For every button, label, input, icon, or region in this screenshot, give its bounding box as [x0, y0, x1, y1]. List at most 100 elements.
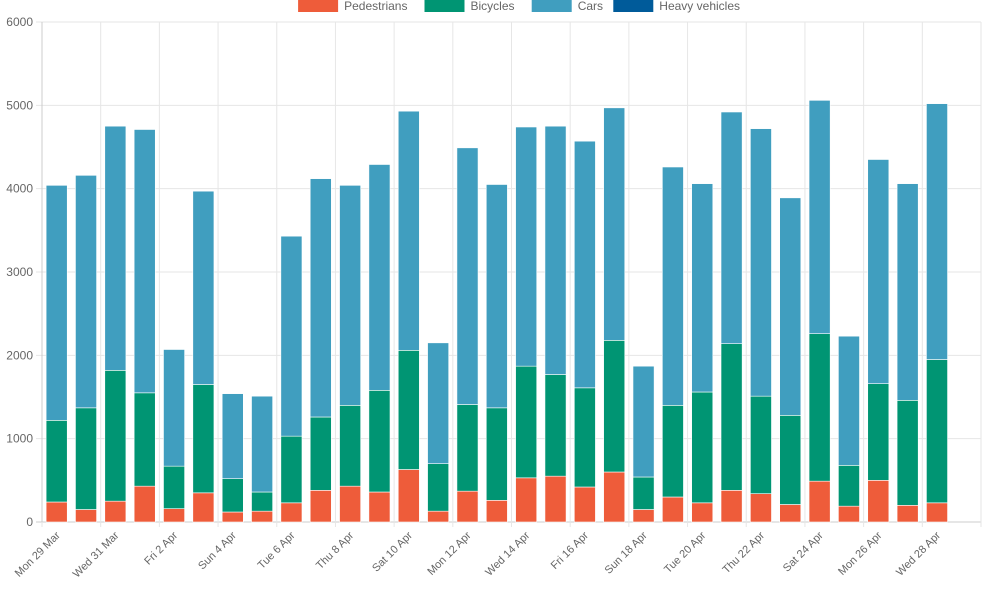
bar-cars-tue-20-apr[interactable] — [691, 183, 714, 393]
bar-bicycles-mon-12-apr[interactable] — [456, 404, 479, 492]
bar-cars-sat-17-apr[interactable] — [603, 107, 626, 341]
bar-pedestrians-sat-10-apr[interactable] — [397, 469, 420, 523]
bar-pedestrians-wed-14-apr[interactable] — [515, 477, 538, 523]
bar-bicycles-thu-8-apr[interactable] — [339, 405, 361, 487]
bar-cars-tue-13-apr[interactable] — [485, 184, 508, 409]
bar-pedestrians-tue-30-mar[interactable] — [75, 509, 97, 523]
bar-bicycles-tue-27-apr[interactable] — [896, 400, 919, 506]
bar-pedestrians-sun-11-apr[interactable] — [427, 510, 450, 523]
bar-cars-sun-18-apr[interactable] — [632, 365, 655, 478]
bar-pedestrians-tue-6-apr[interactable] — [280, 502, 303, 523]
bar-pedestrians-mon-26-apr[interactable] — [867, 480, 890, 523]
bar-pedestrians-wed-28-apr[interactable] — [926, 502, 948, 523]
bar-bicycles-thu-15-apr[interactable] — [544, 374, 567, 477]
bar-bicycles-sun-18-apr[interactable] — [632, 476, 655, 510]
bar-cars-sat-10-apr[interactable] — [397, 110, 420, 351]
bar-bicycles-tue-6-apr[interactable] — [280, 435, 303, 504]
bar-pedestrians-sun-25-apr[interactable] — [838, 505, 860, 523]
bar-pedestrians-sat-24-apr[interactable] — [808, 480, 831, 523]
bar-bicycles-tue-30-mar[interactable] — [75, 407, 97, 510]
bar-pedestrians-fri-23-apr[interactable] — [779, 504, 802, 523]
bar-cars-mon-29-mar[interactable] — [45, 185, 68, 421]
bar-pedestrians-tue-27-apr[interactable] — [896, 505, 919, 523]
bar-bicycles-wed-7-apr[interactable] — [309, 416, 332, 491]
bar-pedestrians-sun-4-apr[interactable] — [221, 511, 244, 523]
bar-bicycles-sun-25-apr[interactable] — [838, 465, 860, 507]
legend-item-pedestrians[interactable]: Pedestrians — [298, 0, 407, 13]
bar-pedestrians-mon-19-apr[interactable] — [662, 496, 684, 523]
bar-bicycles-sat-24-apr[interactable] — [808, 333, 831, 482]
bar-cars-fri-9-apr[interactable] — [368, 164, 391, 391]
bar-pedestrians-mon-12-apr[interactable] — [456, 490, 479, 523]
bar-pedestrians-tue-20-apr[interactable] — [691, 502, 714, 523]
bar-cars-sat-24-apr[interactable] — [808, 100, 831, 334]
bar-cars-sun-11-apr[interactable] — [427, 342, 450, 464]
bar-cars-thu-15-apr[interactable] — [544, 125, 567, 375]
bar-cars-fri-23-apr[interactable] — [779, 197, 802, 416]
bar-cars-mon-12-apr[interactable] — [456, 147, 479, 405]
legend-item-cars[interactable]: Cars — [531, 0, 603, 13]
bar-pedestrians-thu-8-apr[interactable] — [339, 485, 361, 523]
bar-pedestrians-tue-13-apr[interactable] — [485, 500, 508, 523]
bar-cars-thu-1-apr[interactable] — [133, 129, 156, 394]
bar-bicycles-wed-31-mar[interactable] — [104, 370, 127, 502]
bar-bicycles-wed-21-apr[interactable] — [720, 343, 743, 491]
bar-cars-wed-31-mar[interactable] — [104, 125, 127, 371]
bar-bicycles-fri-16-apr[interactable] — [573, 387, 596, 488]
bar-cars-sat-3-apr[interactable] — [192, 190, 215, 385]
bar-bicycles-fri-9-apr[interactable] — [368, 390, 391, 493]
bar-cars-mon-19-apr[interactable] — [662, 166, 684, 406]
bar-pedestrians-sat-3-apr[interactable] — [192, 492, 215, 523]
bar-bicycles-mon-26-apr[interactable] — [867, 383, 890, 481]
bar-pedestrians-sat-17-apr[interactable] — [603, 471, 626, 523]
bar-bicycles-wed-14-apr[interactable] — [515, 365, 538, 479]
bar-cars-sun-4-apr[interactable] — [221, 393, 244, 479]
bar-pedestrians-sun-18-apr[interactable] — [632, 509, 655, 523]
bar-pedestrians-wed-21-apr[interactable] — [720, 490, 743, 523]
bar-cars-thu-8-apr[interactable] — [339, 185, 361, 406]
bar-bicycles-wed-28-apr[interactable] — [926, 359, 948, 504]
bar-bicycles-mon-5-apr[interactable] — [251, 491, 273, 512]
legend-item-bicycles[interactable]: Bicycles — [424, 0, 515, 13]
bar-bicycles-fri-2-apr[interactable] — [163, 465, 185, 509]
legend-item-heavy-vehicles[interactable]: Heavy vehicles — [613, 0, 740, 13]
legend-label: Heavy vehicles — [659, 0, 740, 13]
bar-cars-wed-21-apr[interactable] — [720, 111, 743, 344]
bar-pedestrians-mon-5-apr[interactable] — [251, 510, 273, 523]
bar-pedestrians-mon-29-mar[interactable] — [45, 501, 68, 523]
bar-cars-wed-7-apr[interactable] — [309, 178, 332, 418]
bar-cars-fri-2-apr[interactable] — [163, 349, 185, 467]
bar-bicycles-sun-11-apr[interactable] — [427, 463, 450, 512]
bar-pedestrians-fri-2-apr[interactable] — [163, 508, 185, 523]
bar-bicycles-mon-19-apr[interactable] — [662, 405, 684, 498]
bar-bicycles-sat-3-apr[interactable] — [192, 384, 215, 494]
bar-pedestrians-thu-15-apr[interactable] — [544, 475, 567, 523]
bar-bicycles-sat-17-apr[interactable] — [603, 340, 626, 473]
bar-bicycles-sat-10-apr[interactable] — [397, 350, 420, 470]
bar-bicycles-fri-23-apr[interactable] — [779, 415, 802, 505]
bar-bicycles-thu-1-apr[interactable] — [133, 392, 156, 487]
bar-pedestrians-wed-7-apr[interactable] — [309, 490, 332, 523]
bar-pedestrians-thu-22-apr[interactable] — [750, 493, 772, 523]
bar-bicycles-sun-4-apr[interactable] — [221, 478, 244, 513]
bar-cars-fri-16-apr[interactable] — [573, 140, 596, 389]
bar-cars-mon-26-apr[interactable] — [867, 159, 890, 384]
bar-pedestrians-thu-1-apr[interactable] — [133, 485, 156, 523]
x-tick-label: Tue 20 Apr — [662, 529, 708, 575]
bar-pedestrians-wed-31-mar[interactable] — [104, 500, 127, 523]
bar-cars-sun-25-apr[interactable] — [838, 335, 860, 466]
bar-cars-mon-5-apr[interactable] — [251, 395, 273, 493]
bar-pedestrians-fri-9-apr[interactable] — [368, 491, 391, 523]
bar-bicycles-tue-20-apr[interactable] — [691, 391, 714, 504]
bar-cars-thu-22-apr[interactable] — [750, 128, 772, 397]
legend-label: Bicycles — [471, 0, 515, 13]
bar-pedestrians-fri-16-apr[interactable] — [573, 486, 596, 523]
bar-bicycles-mon-29-mar[interactable] — [45, 420, 68, 503]
bar-cars-wed-14-apr[interactable] — [515, 126, 538, 367]
bar-cars-tue-6-apr[interactable] — [280, 235, 303, 437]
bar-bicycles-tue-13-apr[interactable] — [485, 407, 508, 501]
bar-cars-tue-27-apr[interactable] — [896, 183, 919, 401]
bar-cars-tue-30-mar[interactable] — [75, 175, 97, 409]
bar-bicycles-thu-22-apr[interactable] — [750, 395, 772, 494]
bar-cars-wed-28-apr[interactable] — [926, 103, 948, 360]
